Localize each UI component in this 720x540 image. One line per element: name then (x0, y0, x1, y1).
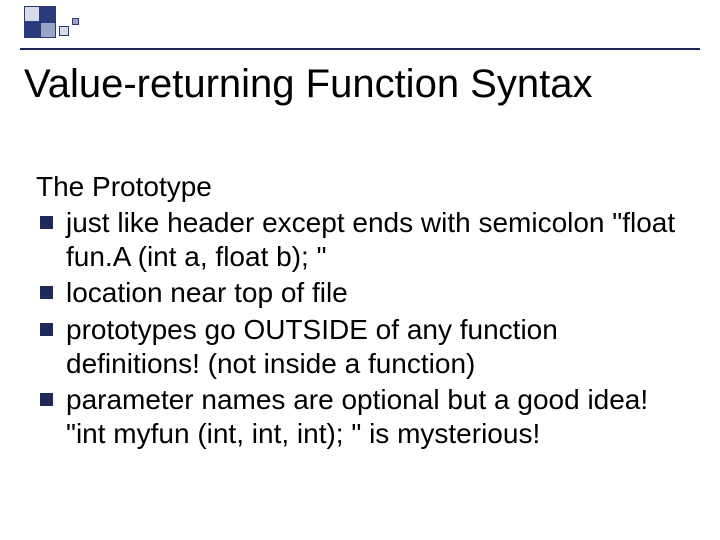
bullet-item: parameter names are optional but a good … (36, 383, 690, 451)
deco-square (24, 22, 40, 38)
bullet-item: location near top of file (36, 276, 690, 310)
square-bullet-icon (40, 393, 53, 406)
slide: Value-returning Function Syntax The Prot… (0, 0, 720, 540)
bullet-text: prototypes go OUTSIDE of any function de… (66, 314, 558, 379)
deco-square (72, 18, 79, 25)
bullet-text: just like header except ends with semico… (66, 207, 675, 272)
square-bullet-icon (40, 323, 53, 336)
bullet-item: prototypes go OUTSIDE of any function de… (36, 313, 690, 381)
bullet-text: location near top of file (66, 277, 348, 308)
bullet-text: parameter names are optional but a good … (66, 384, 648, 449)
bullet-item: just like header except ends with semico… (36, 206, 690, 274)
corner-decoration (0, 0, 120, 34)
deco-square (24, 6, 40, 22)
title-rule (20, 48, 700, 50)
slide-title: Value-returning Function Syntax (24, 62, 592, 107)
slide-body: The Prototype just like header except en… (36, 170, 690, 453)
square-bullet-icon (40, 216, 53, 229)
deco-square (40, 22, 56, 38)
deco-square (40, 6, 56, 22)
body-lead: The Prototype (36, 170, 690, 204)
deco-square (59, 26, 69, 36)
square-bullet-icon (40, 286, 53, 299)
